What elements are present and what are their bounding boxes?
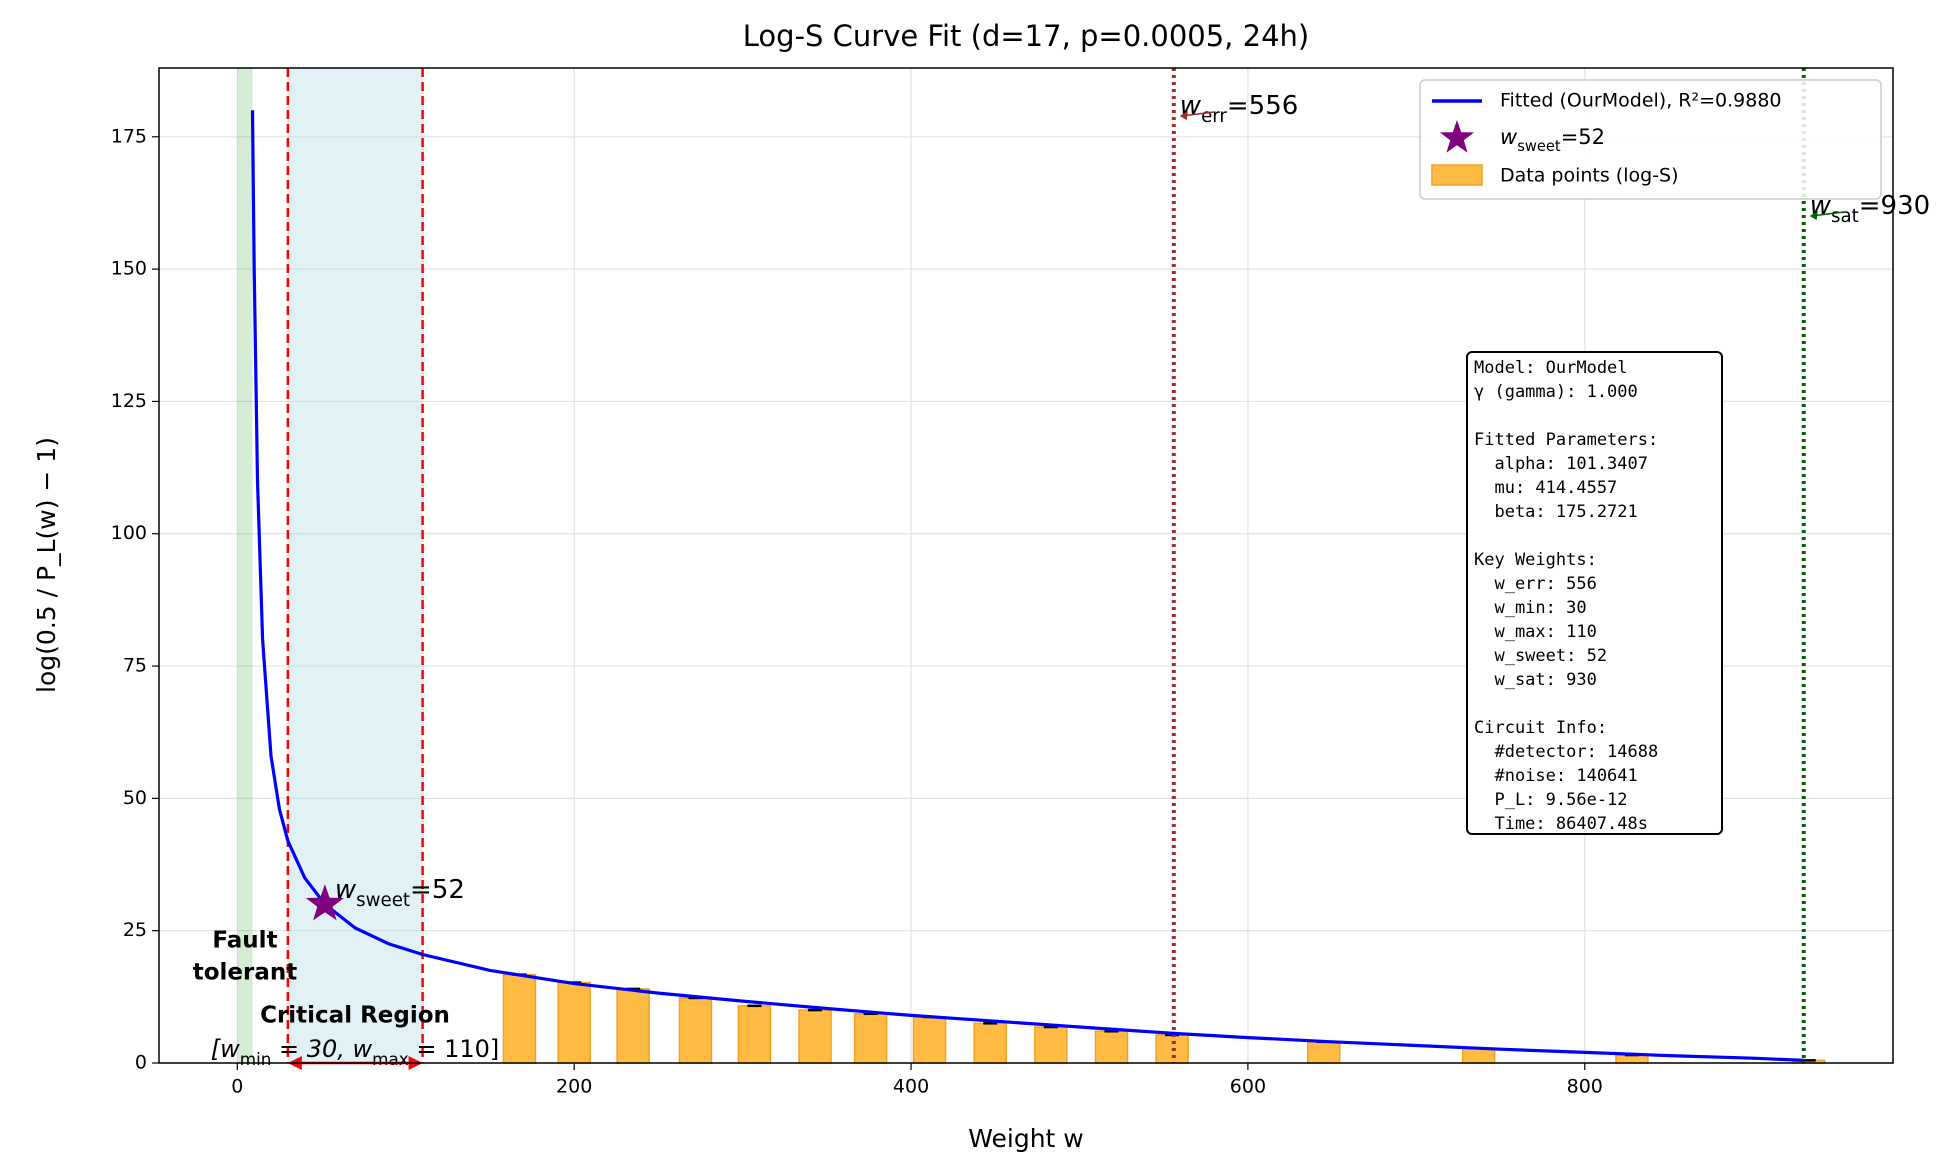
y-tick-label: 25 — [123, 919, 147, 941]
text-part: [w — [211, 1035, 240, 1063]
critical-region — [287, 68, 423, 1063]
x-tick-label: 200 — [556, 1076, 592, 1098]
info-line: w_sat: 930 — [1474, 670, 1597, 690]
x-tick-label: 0 — [231, 1076, 243, 1098]
text-part: = 30, w — [271, 1035, 372, 1063]
bar — [798, 1009, 832, 1064]
critical-range-label: [wmin = 30, wmax = 110] — [211, 1035, 500, 1069]
bar — [1034, 1026, 1068, 1064]
fit-line — [250, 110, 1804, 1062]
info-line: #detector: 14688 — [1474, 742, 1658, 762]
x-tick-label: 600 — [1230, 1076, 1266, 1098]
bar — [557, 981, 591, 1064]
info-line: Time: 86407.48s — [1474, 814, 1648, 834]
arrow-head — [1809, 211, 1818, 220]
info-line: Circuit Info: — [1474, 718, 1607, 738]
legend-label: Fitted (OurModel), R²=0.9880 — [1500, 90, 1782, 112]
text-part: max — [372, 1049, 409, 1069]
info-line: w_err: 556 — [1474, 574, 1597, 594]
info-line: alpha: 101.3407 — [1474, 454, 1648, 474]
y-tick-label: 0 — [135, 1052, 147, 1074]
info-line: mu: 414.4557 — [1474, 478, 1617, 498]
info-line: Key Weights: — [1474, 550, 1597, 570]
info-line: P_L: 9.56e-12 — [1474, 790, 1628, 810]
x-tick-label: 800 — [1567, 1076, 1603, 1098]
fault-label: Fault — [212, 928, 277, 954]
info-line: Model: OurModel — [1474, 358, 1628, 378]
bar — [1306, 1041, 1341, 1064]
fault-region — [237, 68, 253, 1063]
info-line: w_min: 30 — [1474, 598, 1587, 618]
info-line: w_sweet: 52 — [1474, 646, 1607, 666]
text-part: =556 — [1227, 91, 1298, 121]
info-line: #noise: 140641 — [1474, 766, 1638, 786]
bar — [616, 988, 650, 1064]
bar — [912, 1016, 947, 1064]
arrow-head — [1179, 111, 1188, 120]
arrow-head — [287, 1056, 423, 1070]
y-axis-label: log(0.5 / P_L(w) − 1) — [32, 437, 61, 693]
plot-frame — [158, 67, 1894, 1064]
sweet-label: wsweet=52 — [335, 875, 465, 911]
text-part: sweet — [356, 890, 410, 911]
legend-swatch — [1431, 164, 1483, 186]
bar — [1155, 1034, 1189, 1064]
y-tick-label: 75 — [123, 655, 147, 677]
y-tick-label: 125 — [111, 390, 147, 412]
legend-label: wsweet=52 — [1500, 125, 1605, 155]
legend-star — [1439, 120, 1475, 153]
text-part: =52 — [410, 875, 465, 905]
sweet-point — [305, 884, 344, 921]
bar — [1094, 1030, 1129, 1064]
text-part: =52 — [1561, 125, 1605, 149]
bar — [502, 973, 537, 1064]
text-part: = 110] — [409, 1035, 500, 1063]
x-axis-label: Weight w — [968, 1124, 1084, 1153]
text-part: w — [335, 875, 357, 905]
y-tick-label: 175 — [111, 125, 147, 147]
text-part: w — [1500, 125, 1518, 149]
bar — [853, 1013, 888, 1064]
y-tick-label: 150 — [111, 258, 147, 280]
y-tick-label: 100 — [111, 522, 147, 544]
bar — [737, 1005, 772, 1064]
text-part: err — [1201, 106, 1227, 127]
chart-title: Log-S Curve Fit (d=17, p=0.0005, 24h) — [743, 19, 1309, 53]
text-part: sat — [1831, 206, 1859, 227]
y-tick-label: 50 — [123, 787, 147, 809]
critical-label: Critical Region — [260, 1003, 450, 1029]
bar — [1461, 1047, 1496, 1064]
info-line: w_max: 110 — [1474, 622, 1597, 642]
bar — [973, 1022, 1007, 1064]
info-line: Fitted Parameters: — [1474, 430, 1658, 450]
legend-box — [1419, 79, 1882, 200]
fault-label: tolerant — [193, 960, 298, 986]
info-line: beta: 175.2721 — [1474, 502, 1638, 522]
info-box — [1466, 351, 1723, 835]
text-part: min — [240, 1049, 272, 1069]
info-line: γ (gamma): 1.000 — [1474, 382, 1638, 402]
x-tick-label: 400 — [893, 1076, 929, 1098]
legend-label: Data points (log-S) — [1500, 165, 1679, 187]
bar — [678, 997, 713, 1064]
text-part: sweet — [1517, 138, 1561, 155]
